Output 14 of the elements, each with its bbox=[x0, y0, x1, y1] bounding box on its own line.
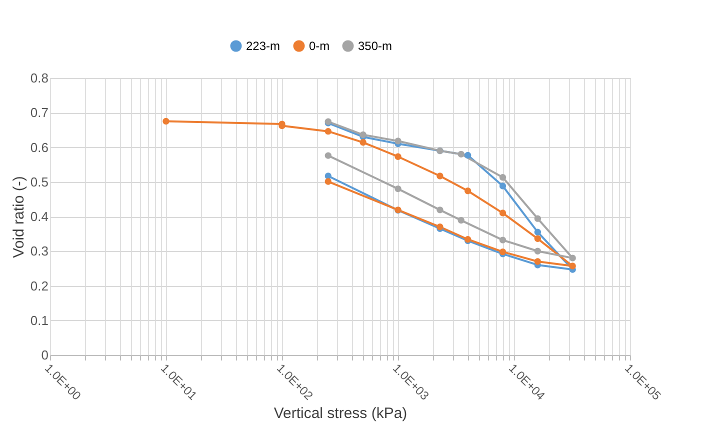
y-tick-label: 0.5 bbox=[30, 174, 48, 190]
legend-label: 0-m bbox=[309, 39, 330, 53]
y-tick-label: 0 bbox=[41, 348, 48, 362]
y-tick-label: 0.4 bbox=[30, 209, 48, 224]
y-axis-title: Void ratio (-) bbox=[10, 176, 28, 258]
legend-label: 350-m bbox=[358, 39, 392, 53]
y-tick-label: 0.6 bbox=[30, 140, 48, 155]
x-axis-title: Vertical stress (kPa) bbox=[274, 405, 408, 422]
y-tick-label: 0.1 bbox=[30, 312, 48, 328]
y-tick-label: 0.7 bbox=[30, 105, 48, 120]
y-tick-label: 0.3 bbox=[30, 244, 48, 259]
y-tick-label: 0.8 bbox=[30, 70, 48, 86]
y-tick-label: 0.2 bbox=[30, 278, 48, 294]
legend-label: 223-m bbox=[246, 39, 280, 53]
